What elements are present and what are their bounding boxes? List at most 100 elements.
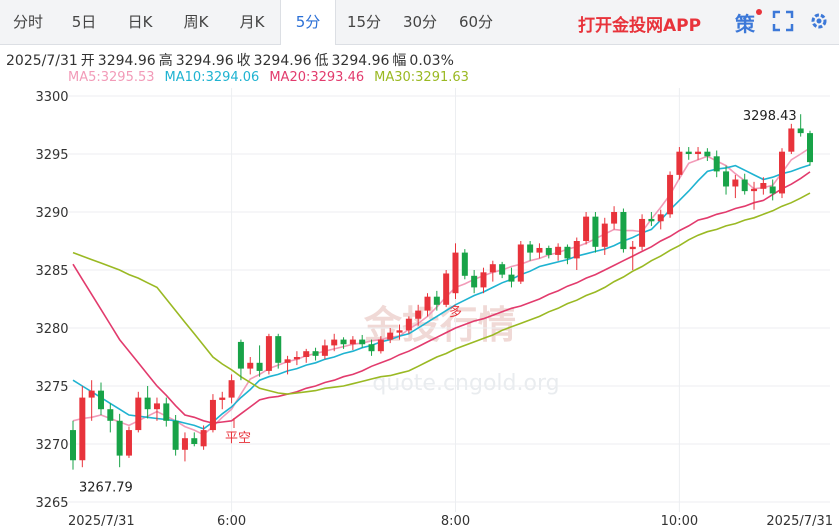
candle-body bbox=[461, 252, 468, 276]
legend-name: MA20: bbox=[269, 70, 311, 85]
tab[interactable]: 5日 bbox=[71, 13, 97, 31]
candle-body bbox=[219, 397, 226, 400]
candle-body bbox=[545, 247, 552, 255]
legend-entry: MA5:3295.53 bbox=[68, 70, 155, 85]
legend-name: MA10: bbox=[164, 70, 206, 85]
candle-body bbox=[424, 296, 431, 311]
y-tick-label: 3290 bbox=[35, 206, 68, 221]
candle-body bbox=[303, 351, 310, 357]
candle-body bbox=[247, 362, 254, 369]
candle-body bbox=[125, 430, 132, 456]
x-tick-label: 8:00 bbox=[441, 514, 470, 529]
tab[interactable]: 月K bbox=[239, 13, 265, 31]
candle-body bbox=[564, 246, 571, 259]
candle-body bbox=[779, 151, 786, 194]
x-tick-label: 2025/7/31 bbox=[68, 514, 135, 529]
candle-body bbox=[191, 438, 198, 444]
quote-value: 3294.96 bbox=[97, 53, 156, 69]
candle-body bbox=[265, 336, 272, 371]
candle-body bbox=[107, 409, 114, 421]
y-tick-label: 3280 bbox=[35, 322, 68, 337]
tab[interactable]: 5分 bbox=[280, 0, 336, 45]
candle-body bbox=[583, 216, 590, 241]
candle-body bbox=[620, 212, 627, 250]
badge bbox=[756, 9, 762, 15]
candle-body bbox=[536, 247, 543, 253]
candle-body bbox=[713, 156, 720, 172]
candle-body bbox=[751, 188, 758, 192]
tab[interactable]: 日K bbox=[127, 13, 153, 31]
candle-body bbox=[321, 345, 328, 356]
candle-body bbox=[256, 362, 263, 371]
fullscreen-button[interactable] bbox=[772, 10, 794, 32]
candle-body bbox=[88, 390, 95, 398]
tab[interactable]: 周K bbox=[183, 13, 209, 31]
quote-date: 2025/7/31 bbox=[6, 53, 78, 69]
candle-body bbox=[676, 151, 683, 175]
low-label: 3267.79 bbox=[79, 481, 133, 496]
candle-body bbox=[807, 133, 813, 163]
signal-label: 平空 bbox=[225, 431, 251, 446]
ma-line bbox=[72, 192, 811, 395]
quote-label: 开 bbox=[80, 53, 95, 69]
strategy-button[interactable]: 策 bbox=[735, 12, 755, 36]
legend-name: MA5: bbox=[68, 70, 101, 85]
candle-body bbox=[135, 397, 142, 431]
tab[interactable]: 15分 bbox=[346, 13, 382, 31]
candle-body bbox=[368, 344, 375, 352]
candle-body bbox=[657, 214, 664, 222]
candle-body bbox=[629, 246, 636, 250]
candle-body bbox=[293, 357, 300, 360]
tab[interactable]: 60分 bbox=[458, 13, 494, 31]
candle-body bbox=[797, 128, 804, 134]
candle-body bbox=[415, 310, 422, 319]
candle-body bbox=[331, 339, 338, 346]
candle-body bbox=[592, 216, 599, 247]
candle-body bbox=[489, 264, 496, 273]
legend-name: MA30: bbox=[374, 70, 416, 85]
candle-body bbox=[788, 128, 795, 152]
candle-body bbox=[116, 420, 123, 456]
candle-body bbox=[480, 272, 487, 288]
app-link[interactable]: 打开金投网APP bbox=[578, 16, 702, 36]
high-label: 3298.43 bbox=[743, 109, 797, 124]
legend-value: 3293.46 bbox=[310, 70, 365, 85]
candle-body bbox=[555, 246, 562, 255]
candle-body bbox=[732, 179, 739, 187]
x-tick-label: 6:00 bbox=[217, 514, 246, 529]
quote-label: 收 bbox=[236, 53, 251, 69]
candle-body bbox=[70, 430, 76, 461]
legend: MA5:3295.53 MA10:3294.06 MA20:3293.46 MA30:… bbox=[68, 70, 479, 85]
y-tick-label: 3265 bbox=[35, 496, 68, 511]
candle-body bbox=[163, 403, 170, 421]
candle-body bbox=[228, 380, 235, 398]
legend-value: 3295.53 bbox=[100, 70, 155, 85]
candle-body bbox=[79, 397, 86, 461]
candle-body bbox=[443, 273, 450, 305]
settings-button[interactable] bbox=[808, 10, 830, 32]
candle-body bbox=[517, 244, 524, 282]
candle-body bbox=[527, 244, 534, 253]
legend-value: 3294.06 bbox=[205, 70, 260, 85]
candle-body bbox=[97, 390, 104, 410]
candle-body bbox=[639, 218, 646, 247]
tab-bar: 分时 5日 日K 周K 月K 5分 15分 30分 60分 bbox=[0, 0, 839, 45]
quote-label: 高 bbox=[158, 53, 173, 69]
legend-entry: MA10:3294.06 bbox=[165, 70, 260, 85]
candle-body bbox=[153, 403, 160, 410]
ma-line bbox=[72, 147, 811, 436]
candle-body bbox=[312, 351, 319, 356]
y-tick-label: 3295 bbox=[35, 148, 68, 163]
candle-body bbox=[573, 241, 580, 259]
y-tick-label: 3300 bbox=[35, 90, 68, 105]
candle-body bbox=[433, 296, 440, 305]
legend-entry: MA20:3293.46 bbox=[269, 70, 364, 85]
tab[interactable]: 30分 bbox=[402, 13, 438, 31]
candle-body bbox=[667, 174, 674, 215]
tab[interactable]: 分时 bbox=[12, 13, 43, 31]
legend-value: 3291.63 bbox=[415, 70, 469, 85]
x-tick-label: 2025/7/31 bbox=[766, 514, 833, 529]
candle-body bbox=[340, 339, 347, 345]
